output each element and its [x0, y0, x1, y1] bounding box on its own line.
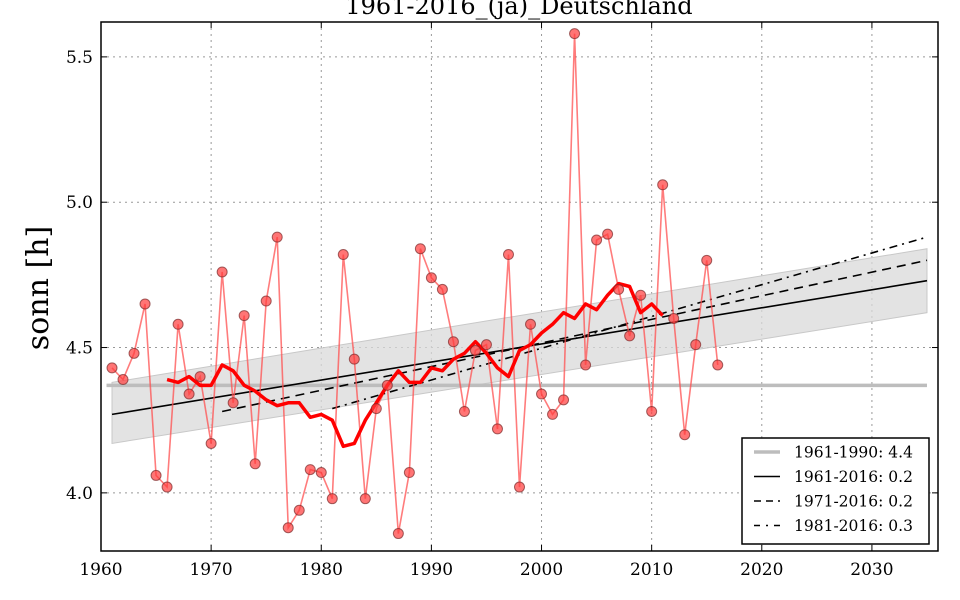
data-point — [260, 295, 272, 307]
x-tick-label: 1960 — [79, 560, 122, 580]
y-axis-label: sonn [h] — [21, 226, 56, 350]
data-point — [205, 437, 217, 449]
x-tick-label: 2000 — [520, 560, 563, 580]
y-tick-label: 4.5 — [66, 339, 93, 359]
data-point — [414, 243, 426, 255]
data-point — [491, 423, 503, 435]
data-point — [150, 469, 162, 481]
legend-label: 1961-1990: 4.4 — [794, 444, 913, 462]
data-point — [293, 504, 305, 516]
data-point — [392, 528, 404, 540]
x-tick-label: 2010 — [630, 560, 673, 580]
data-point — [337, 249, 349, 261]
x-tick-label: 1980 — [300, 560, 343, 580]
data-point — [646, 405, 658, 417]
data-point — [216, 266, 228, 278]
reference-line-dash-dot — [332, 236, 928, 410]
y-tick-label: 5.0 — [66, 193, 93, 213]
data-point — [370, 403, 382, 415]
data-point — [238, 310, 250, 322]
moving-average-line — [166, 281, 664, 449]
x-tick-label: 1990 — [410, 560, 453, 580]
y-tick-label: 5.5 — [66, 48, 93, 68]
annual-series-line — [111, 33, 719, 534]
data-point — [668, 312, 680, 324]
plot-frame — [100, 21, 939, 552]
data-point — [436, 283, 448, 295]
data-point — [106, 362, 118, 374]
data-point — [128, 347, 140, 359]
x-tick-label: 2020 — [740, 560, 783, 580]
data-point — [624, 330, 636, 342]
data-point — [315, 467, 327, 479]
data-point — [348, 353, 360, 365]
data-point — [602, 228, 614, 240]
series-layer — [106, 28, 724, 540]
data-point — [282, 522, 294, 534]
data-point — [304, 464, 316, 476]
data-point — [425, 272, 437, 284]
data-point — [657, 179, 669, 191]
data-point — [690, 339, 702, 351]
data-point — [183, 388, 195, 400]
data-point — [502, 249, 514, 261]
data-point — [679, 429, 691, 441]
data-point — [558, 394, 570, 406]
data-point — [447, 336, 459, 348]
data-point — [381, 379, 393, 391]
data-point — [569, 28, 581, 40]
data-point — [249, 458, 261, 470]
data-point — [547, 408, 559, 420]
data-point — [635, 289, 647, 301]
data-point — [613, 283, 625, 295]
chart-title: 1961-2016_(ja)_Deutschland — [345, 0, 692, 20]
ticks: 1960 1970 1980 1990 2000 2010 2020 2030 4.0 4.5 5.… — [66, 22, 938, 580]
confidence-band-layer — [111, 248, 928, 445]
legend: 1961-1990: 4.4 1961-2016: 0.2 1971-2016: 0… — [741, 437, 930, 545]
data-point — [525, 318, 537, 330]
data-point — [480, 339, 492, 351]
data-point — [227, 397, 239, 409]
x-tick-label: 1970 — [189, 560, 232, 580]
data-point — [514, 481, 525, 493]
legend-label: 1981-2016: 0.3 — [794, 517, 913, 535]
data-point — [580, 359, 592, 371]
data-point — [161, 481, 173, 493]
data-point — [458, 405, 470, 417]
legend-label: 1971-2016: 0.2 — [794, 493, 913, 511]
data-point — [194, 371, 206, 383]
confidence-band — [111, 248, 928, 445]
legend-box — [741, 437, 930, 545]
data-point — [117, 374, 129, 386]
data-point — [712, 359, 724, 371]
data-point — [536, 388, 548, 400]
data-point — [469, 344, 481, 356]
data-point — [326, 493, 338, 505]
data-point — [139, 298, 151, 310]
data-point — [271, 231, 283, 243]
data-point — [172, 318, 184, 330]
y-tick-label: 4.0 — [66, 484, 93, 504]
data-point — [359, 493, 371, 505]
reference-line-dashed — [221, 259, 928, 413]
data-point — [591, 234, 603, 246]
x-tick-label: 2030 — [850, 560, 893, 580]
data-point — [701, 254, 713, 266]
legend-label: 1961-2016: 0.2 — [794, 468, 913, 486]
data-point — [403, 467, 415, 479]
